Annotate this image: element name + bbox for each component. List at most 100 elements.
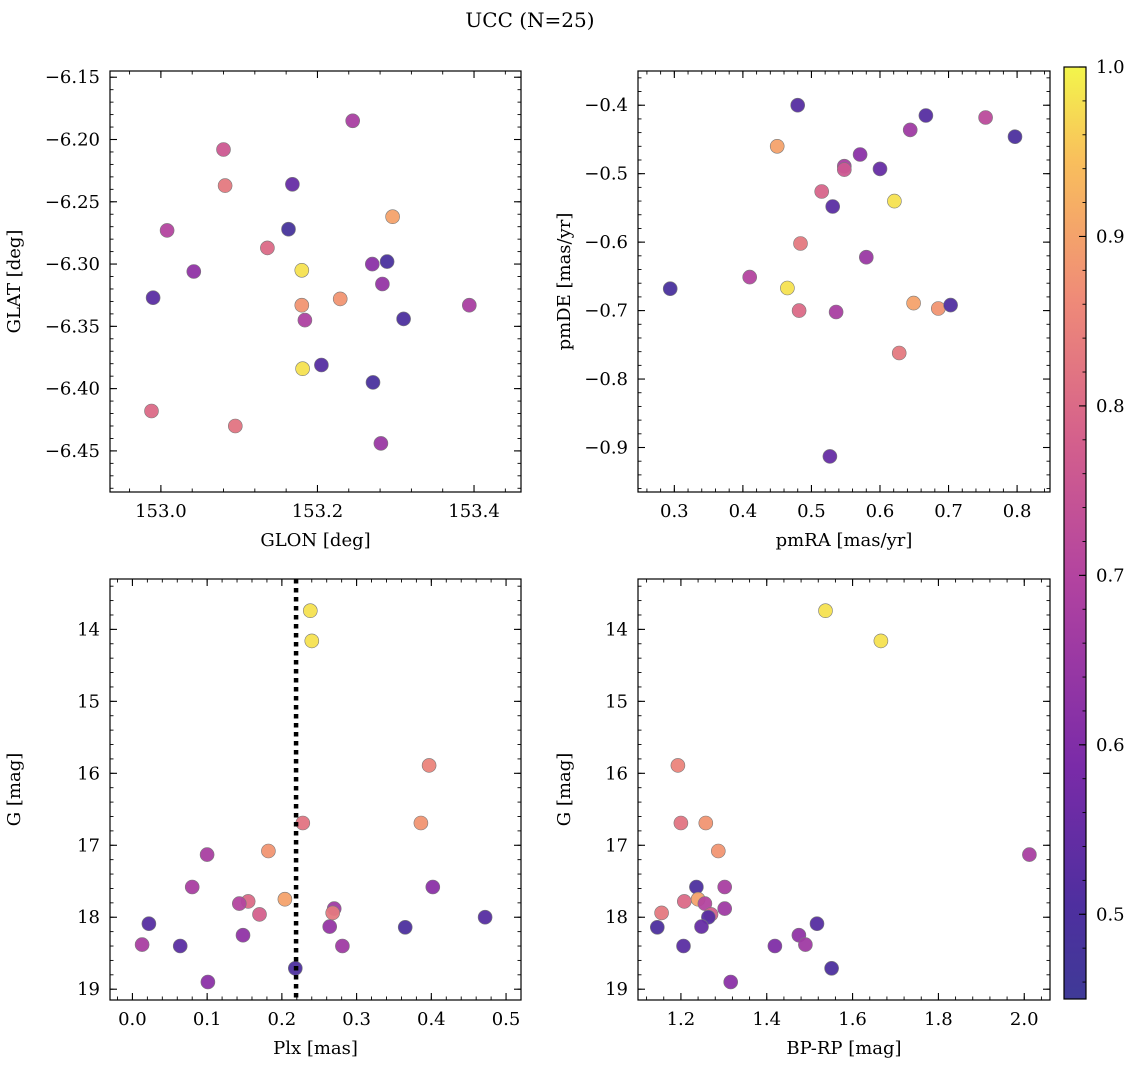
data-point (649, 919, 665, 935)
data-point (421, 758, 437, 773)
data-point (717, 901, 733, 916)
colorbar-tick-label: 0.6 (1096, 735, 1125, 756)
axes-frame (109, 578, 522, 1001)
data-point (662, 281, 678, 297)
data-point (172, 938, 188, 954)
x-tick-label: 0.7 (934, 501, 963, 522)
x-tick-label: 153.4 (448, 501, 500, 522)
data-point (825, 199, 841, 214)
data-point (335, 938, 350, 954)
data-point (887, 193, 902, 209)
data-point (145, 290, 161, 306)
data-point (978, 110, 993, 125)
data-point (425, 879, 441, 895)
data-point (232, 896, 247, 911)
data-point (396, 311, 411, 327)
x-tick-label: 0.4 (417, 1009, 446, 1030)
data-point (818, 603, 833, 619)
colorbar-tick-label: 1.0 (1096, 57, 1125, 78)
y-axis-label: G [mag] (554, 753, 575, 826)
data-point (375, 276, 390, 292)
data-point (228, 418, 243, 434)
data-point (790, 97, 806, 113)
data-point (670, 758, 686, 773)
data-point (385, 209, 400, 224)
y-tick-label: −6.35 (45, 316, 100, 337)
y-axis-label: GLAT [deg] (4, 230, 25, 334)
panel-pmra-pmde: 0.3 0.4 0.5 0.6 0.7 0.8 −0.9 −0.8 −0.7 −0.6 −0.5 −0… (554, 70, 1051, 551)
data-point (769, 139, 785, 154)
data-point (294, 262, 310, 278)
data-point (364, 256, 380, 272)
data-point (694, 919, 709, 934)
data-point (791, 303, 807, 318)
x-tick-label: 0.6 (866, 501, 895, 522)
data-point (134, 937, 150, 952)
y-tick-label: 17 (77, 835, 100, 856)
data-point (322, 919, 338, 934)
data-point (260, 240, 275, 256)
data-point (379, 254, 395, 269)
x-tick-label: 0.1 (193, 1009, 222, 1030)
data-point (872, 161, 888, 177)
x-axis-label: BP-RP [mag] (786, 1038, 901, 1059)
y-tick-label: 17 (605, 835, 628, 856)
y-tick-label: −0.5 (584, 164, 628, 185)
data-point (822, 449, 838, 464)
y-tick-label: 16 (605, 763, 628, 784)
y-tick-label: −6.25 (45, 192, 100, 213)
data-point (930, 301, 946, 316)
data-point (710, 843, 726, 859)
x-tick-label: 0.2 (268, 1009, 297, 1030)
data-point (302, 603, 318, 619)
x-tick-label: 0.3 (342, 1009, 371, 1030)
data-point (397, 919, 413, 935)
data-point (200, 974, 216, 990)
data-point (767, 938, 783, 954)
x-tick-label: 2.0 (1010, 1009, 1039, 1030)
x-tick-label: 0.3 (660, 501, 689, 522)
colorbar-gradient (1063, 66, 1087, 1000)
data-point (373, 436, 389, 451)
data-point (836, 162, 852, 177)
x-tick-label: 1.8 (924, 1009, 953, 1030)
data-point (186, 264, 202, 279)
data-point (809, 916, 825, 932)
y-tick-label: 16 (77, 763, 100, 784)
axes-frame (637, 578, 1051, 1001)
data-point (314, 357, 329, 373)
data-point (235, 927, 251, 943)
data-point (217, 178, 233, 193)
y-tick-label: 14 (77, 619, 100, 640)
colorbar-tick-label: 0.5 (1096, 904, 1125, 925)
data-point (891, 345, 907, 361)
data-point (698, 815, 714, 831)
data-point (281, 221, 296, 237)
panel-plx-g: 0.0 0.1 0.2 0.3 0.4 0.5 14 15 16 17 18 19 Plx [mas] G… (4, 578, 522, 1059)
x-tick-label: 0.5 (492, 1009, 521, 1030)
data-point (141, 916, 157, 932)
data-point (159, 223, 175, 238)
data-point (814, 184, 830, 199)
y-tick-label: −0.6 (584, 232, 628, 253)
panel-bprp-g: 1.2 1.4 1.6 1.8 2.0 14 15 16 17 18 19 BP-RP [mag] G … (554, 578, 1051, 1059)
y-tick-label: −6.15 (45, 67, 100, 88)
y-tick-label: 15 (605, 691, 628, 712)
data-point (297, 312, 313, 328)
data-point (918, 108, 934, 123)
data-point (304, 633, 320, 649)
colorbar-tick-label: 0.7 (1096, 565, 1125, 586)
data-point (261, 843, 276, 859)
x-tick-label: 153.2 (292, 501, 344, 522)
y-tick-label: −0.9 (584, 438, 628, 459)
y-tick-label: −6.20 (45, 130, 100, 151)
data-point (365, 375, 381, 390)
y-tick-label: −0.7 (584, 301, 628, 322)
data-point (793, 236, 808, 251)
axes-frame (109, 70, 522, 493)
data-point (852, 147, 868, 162)
data-point (824, 960, 839, 976)
data-point (723, 974, 739, 990)
figure-title: UCC (N=25) (465, 8, 594, 32)
y-tick-label: −6.30 (45, 254, 100, 275)
